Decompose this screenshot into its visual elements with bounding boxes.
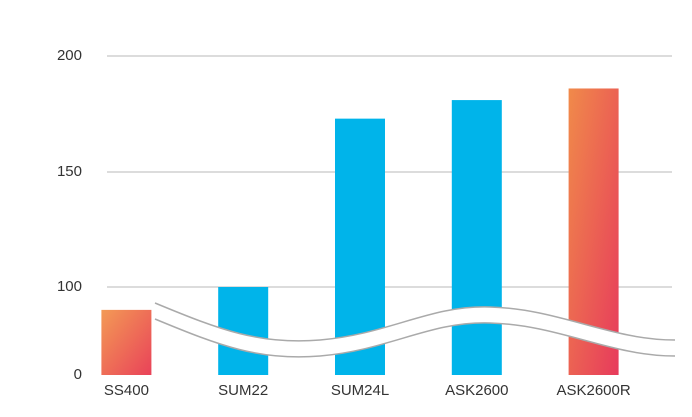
bar: [101, 309, 152, 375]
y-tick-label: 150: [57, 163, 82, 180]
x-tick-label: ASK2600: [445, 382, 508, 399]
y-tick-label: 200: [57, 47, 82, 64]
x-tick-label: SS400: [104, 382, 149, 399]
bar: [451, 100, 502, 375]
x-tick-label: SUM22: [218, 382, 268, 399]
x-tick-label: ASK2600R: [556, 382, 630, 399]
x-tick-label: SUM24L: [331, 382, 389, 399]
y-tick-label: 100: [57, 278, 82, 295]
axis-break: [154, 302, 676, 358]
y-tick-label: 0: [74, 366, 82, 383]
